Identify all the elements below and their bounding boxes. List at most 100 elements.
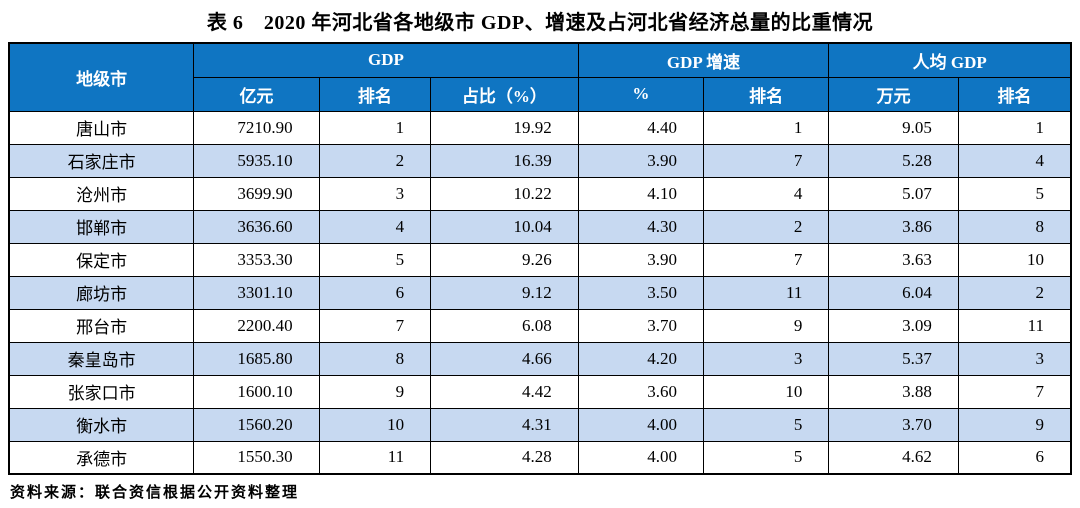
cell-growth-rank: 4 bbox=[703, 176, 830, 211]
cell-growth: 3.60 bbox=[577, 374, 705, 409]
cell-growth: 3.70 bbox=[577, 308, 705, 343]
table-row: 唐山市 7210.90 1 19.92 4.40 1 9.05 1 bbox=[8, 110, 1072, 145]
cell-growth-rank: 11 bbox=[703, 275, 830, 310]
cell-gdp-rank: 9 bbox=[318, 374, 432, 409]
cell-pc-rank: 11 bbox=[957, 308, 1072, 343]
cell-pc-rank: 3 bbox=[957, 341, 1072, 376]
cell-city: 承德市 bbox=[8, 440, 195, 475]
cell-city: 石家庄市 bbox=[8, 143, 195, 178]
cell-city: 衡水市 bbox=[8, 407, 195, 442]
cell-growth-rank: 7 bbox=[703, 242, 830, 277]
cell-gdp-rank: 10 bbox=[318, 407, 432, 442]
table-header: 地级市 GDP GDP 增速 人均 GDP 亿元 排名 占比（%） % 排名 万… bbox=[8, 42, 1072, 112]
cell-city: 沧州市 bbox=[8, 176, 195, 211]
table-body: 唐山市 7210.90 1 19.92 4.40 1 9.05 1 石家庄市 5935.10 2 16… bbox=[8, 110, 1072, 475]
cell-gdp: 3699.90 bbox=[193, 176, 320, 211]
cell-gdp-rank: 3 bbox=[318, 176, 432, 211]
cell-city: 邯郸市 bbox=[8, 209, 195, 244]
cell-share: 6.08 bbox=[430, 308, 579, 343]
cell-per-capita: 3.63 bbox=[828, 242, 959, 277]
col-group-gdp-growth: GDP 增速 bbox=[577, 42, 830, 78]
cell-pc-rank: 8 bbox=[957, 209, 1072, 244]
col-header-growth-pct: % bbox=[577, 76, 705, 112]
cell-gdp-rank: 5 bbox=[318, 242, 432, 277]
table-row: 邢台市 2200.40 7 6.08 3.70 9 3.09 11 bbox=[8, 308, 1072, 343]
cell-gdp-rank: 4 bbox=[318, 209, 432, 244]
cell-growth-rank: 10 bbox=[703, 374, 830, 409]
col-header-city: 地级市 bbox=[8, 42, 195, 112]
cell-pc-rank: 1 bbox=[957, 110, 1072, 145]
cell-per-capita: 3.70 bbox=[828, 407, 959, 442]
cell-gdp: 1550.30 bbox=[193, 440, 320, 475]
col-header-gdp-rank: 排名 bbox=[318, 76, 432, 112]
table-row: 秦皇岛市 1685.80 8 4.66 4.20 3 5.37 3 bbox=[8, 341, 1072, 376]
col-header-growth-rank: 排名 bbox=[703, 76, 830, 112]
cell-per-capita: 3.88 bbox=[828, 374, 959, 409]
table-row: 廊坊市 3301.10 6 9.12 3.50 11 6.04 2 bbox=[8, 275, 1072, 310]
cell-gdp: 1600.10 bbox=[193, 374, 320, 409]
cell-gdp: 3301.10 bbox=[193, 275, 320, 310]
cell-gdp-rank: 1 bbox=[318, 110, 432, 145]
cell-growth-rank: 5 bbox=[703, 407, 830, 442]
cell-growth-rank: 1 bbox=[703, 110, 830, 145]
col-header-gdp-share: 占比（%） bbox=[430, 76, 579, 112]
cell-growth-rank: 2 bbox=[703, 209, 830, 244]
cell-gdp-rank: 11 bbox=[318, 440, 432, 475]
cell-pc-rank: 9 bbox=[957, 407, 1072, 442]
cell-growth: 3.90 bbox=[577, 143, 705, 178]
cell-per-capita: 4.62 bbox=[828, 440, 959, 475]
table-row: 石家庄市 5935.10 2 16.39 3.90 7 5.28 4 bbox=[8, 143, 1072, 178]
cell-gdp-rank: 6 bbox=[318, 275, 432, 310]
cell-city: 张家口市 bbox=[8, 374, 195, 409]
cell-growth-rank: 7 bbox=[703, 143, 830, 178]
header-sub-row: 亿元 排名 占比（%） % 排名 万元 排名 bbox=[9, 76, 1072, 112]
cell-gdp: 2200.40 bbox=[193, 308, 320, 343]
cell-growth: 3.90 bbox=[577, 242, 705, 277]
cell-per-capita: 5.37 bbox=[828, 341, 959, 376]
cell-share: 16.39 bbox=[430, 143, 579, 178]
cell-share: 10.22 bbox=[430, 176, 579, 211]
cell-pc-rank: 10 bbox=[957, 242, 1072, 277]
cell-growth: 3.50 bbox=[577, 275, 705, 310]
table-row: 邯郸市 3636.60 4 10.04 4.30 2 3.86 8 bbox=[8, 209, 1072, 244]
table-row: 沧州市 3699.90 3 10.22 4.10 4 5.07 5 bbox=[8, 176, 1072, 211]
cell-share: 9.26 bbox=[430, 242, 579, 277]
cell-gdp: 3353.30 bbox=[193, 242, 320, 277]
cell-per-capita: 3.86 bbox=[828, 209, 959, 244]
cell-gdp: 1560.20 bbox=[193, 407, 320, 442]
cell-growth: 4.00 bbox=[577, 440, 705, 475]
cell-city: 唐山市 bbox=[8, 110, 195, 145]
table-row: 衡水市 1560.20 10 4.31 4.00 5 3.70 9 bbox=[8, 407, 1072, 442]
cell-growth-rank: 5 bbox=[703, 440, 830, 475]
header-group-row: 地级市 GDP GDP 增速 人均 GDP bbox=[8, 42, 1072, 112]
cell-gdp-rank: 7 bbox=[318, 308, 432, 343]
cell-share: 19.92 bbox=[430, 110, 579, 145]
cell-city: 秦皇岛市 bbox=[8, 341, 195, 376]
table-title: 表 6 2020 年河北省各地级市 GDP、增速及占河北省经济总量的比重情况 bbox=[206, 12, 874, 34]
table-row: 保定市 3353.30 5 9.26 3.90 7 3.63 10 bbox=[8, 242, 1072, 277]
cell-gdp-rank: 2 bbox=[318, 143, 432, 178]
col-group-gdp: GDP bbox=[193, 42, 579, 78]
source-note: 资料来源：联合资信根据公开资料整理 bbox=[10, 485, 300, 501]
cell-pc-rank: 2 bbox=[957, 275, 1072, 310]
col-group-per-capita-gdp: 人均 GDP bbox=[828, 42, 1072, 78]
cell-growth: 4.30 bbox=[577, 209, 705, 244]
cell-per-capita: 9.05 bbox=[828, 110, 959, 145]
cell-per-capita: 5.07 bbox=[828, 176, 959, 211]
cell-gdp-rank: 8 bbox=[318, 341, 432, 376]
col-header-pc-rank: 排名 bbox=[957, 76, 1072, 112]
cell-gdp: 7210.90 bbox=[193, 110, 320, 145]
cell-pc-rank: 7 bbox=[957, 374, 1072, 409]
cell-gdp: 3636.60 bbox=[193, 209, 320, 244]
table-row: 承德市 1550.30 11 4.28 4.00 5 4.62 6 bbox=[8, 440, 1072, 475]
cell-share: 4.31 bbox=[430, 407, 579, 442]
cell-growth: 4.40 bbox=[577, 110, 705, 145]
cell-growth-rank: 3 bbox=[703, 341, 830, 376]
cell-pc-rank: 5 bbox=[957, 176, 1072, 211]
cell-gdp: 1685.80 bbox=[193, 341, 320, 376]
cell-city: 廊坊市 bbox=[8, 275, 195, 310]
cell-growth: 4.20 bbox=[577, 341, 705, 376]
cell-share: 4.66 bbox=[430, 341, 579, 376]
cell-share: 10.04 bbox=[430, 209, 579, 244]
